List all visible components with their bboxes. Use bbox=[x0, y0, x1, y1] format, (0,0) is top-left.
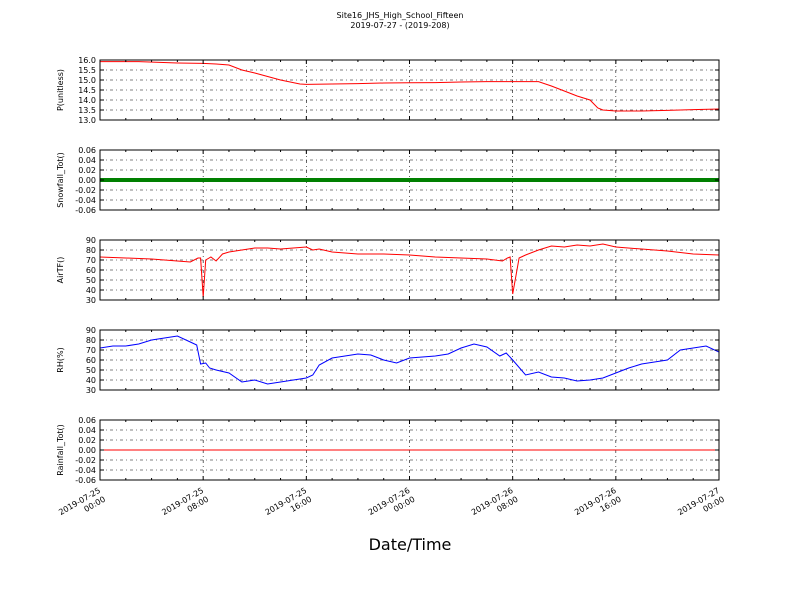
y-tick-label: 0.02 bbox=[78, 436, 96, 445]
y-tick-label: 40 bbox=[86, 286, 96, 295]
y-tick-label: -0.06 bbox=[75, 206, 96, 215]
y-tick-label: 0.06 bbox=[78, 146, 96, 155]
y-axis-label: Snowfall_Tot() bbox=[56, 152, 65, 208]
y-tick-label: 0.00 bbox=[78, 176, 96, 185]
x-tick-label: 2019-07-2600:00 bbox=[367, 486, 417, 526]
y-axis-label: AirTF() bbox=[56, 257, 65, 284]
y-tick-label: 80 bbox=[86, 336, 96, 345]
y-tick-label: 0.04 bbox=[78, 156, 96, 165]
y-tick-label: 90 bbox=[86, 326, 96, 335]
y-tick-label: 0.00 bbox=[78, 446, 96, 455]
y-tick-label: 15.5 bbox=[78, 66, 96, 75]
y-tick-label: 70 bbox=[86, 256, 96, 265]
y-axis-label: Rainfall_Tot() bbox=[56, 424, 65, 476]
y-tick-label: 60 bbox=[86, 266, 96, 275]
y-tick-label: 14.0 bbox=[78, 96, 96, 105]
y-tick-label: 80 bbox=[86, 246, 96, 255]
y-tick-label: 0.04 bbox=[78, 426, 96, 435]
y-tick-label: 13.0 bbox=[78, 116, 96, 125]
chart-title: Site16_JHS_High_School_Fifteen bbox=[336, 11, 464, 20]
y-tick-label: -0.06 bbox=[75, 476, 96, 485]
y-tick-label: 60 bbox=[86, 356, 96, 365]
y-tick-label: 0.06 bbox=[78, 416, 96, 425]
y-tick-label: 30 bbox=[86, 386, 96, 395]
y-tick-label: 0.02 bbox=[78, 166, 96, 175]
data-series-line bbox=[100, 243, 719, 298]
y-tick-label: 14.5 bbox=[78, 86, 96, 95]
y-tick-label: 30 bbox=[86, 296, 96, 305]
y-tick-label: 50 bbox=[86, 276, 96, 285]
subplot-2: -0.06-0.04-0.020.000.020.040.06 Snowfall_… bbox=[56, 146, 720, 215]
x-tick-label: 2019-07-2516:00 bbox=[264, 486, 314, 526]
y-axis-label: P(unitless) bbox=[56, 69, 65, 111]
y-tick-label: -0.02 bbox=[75, 456, 96, 465]
x-axis-label: Date/Time bbox=[368, 535, 452, 554]
chart-subtitle: 2019-07-27 - (2019-208) bbox=[350, 21, 450, 30]
y-tick-label: -0.02 bbox=[75, 186, 96, 195]
y-axis-label: RH(%) bbox=[56, 347, 65, 372]
x-tick-label: 2019-07-2616:00 bbox=[573, 486, 623, 526]
data-series-line bbox=[100, 335, 719, 385]
y-tick-label: 50 bbox=[86, 366, 96, 375]
y-tick-label: 90 bbox=[86, 236, 96, 245]
y-tick-label: 13.5 bbox=[78, 106, 96, 115]
x-tick-label: 2019-07-2500:00 bbox=[57, 486, 107, 526]
y-tick-label: 16.0 bbox=[78, 56, 96, 65]
y-tick-label: -0.04 bbox=[75, 196, 96, 205]
x-tick-label: 2019-07-2700:00 bbox=[676, 486, 726, 526]
y-tick-label: 70 bbox=[86, 346, 96, 355]
subplot-1: 13.013.514.014.515.015.516.0 P(unitless) bbox=[56, 56, 720, 125]
x-tick-label: 2019-07-2508:00 bbox=[160, 486, 210, 526]
data-series-line bbox=[100, 61, 719, 112]
y-tick-label: 15.0 bbox=[78, 76, 96, 85]
subplot-5: -0.06-0.04-0.020.000.020.040.06 Rainfall_… bbox=[56, 416, 720, 485]
x-tick-label: 2019-07-2608:00 bbox=[470, 486, 520, 526]
y-tick-label: -0.04 bbox=[75, 466, 96, 475]
y-tick-label: 40 bbox=[86, 376, 96, 385]
